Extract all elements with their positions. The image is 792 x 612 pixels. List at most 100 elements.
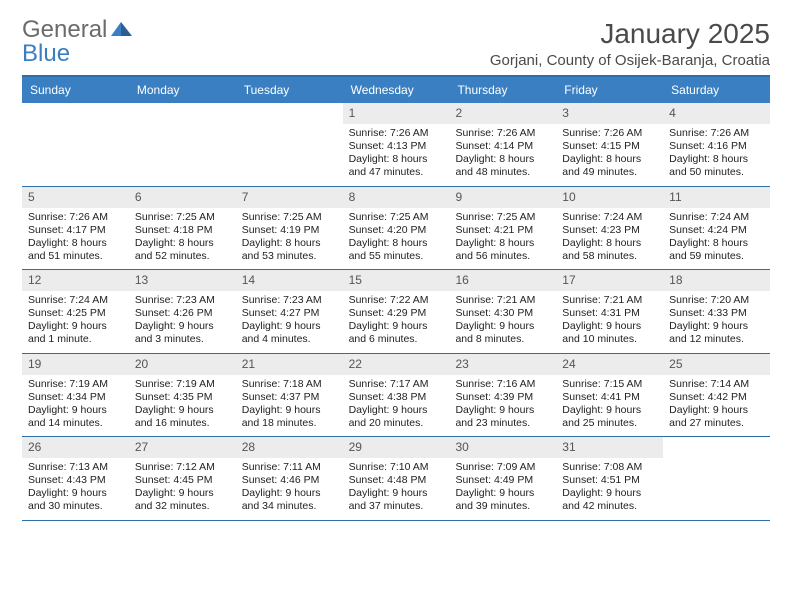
sunset-text: Sunset: 4:25 PM [28,307,123,320]
sunset-text: Sunset: 4:14 PM [455,140,550,153]
sunrise-text: Sunrise: 7:09 AM [455,461,550,474]
day-number: 9 [449,187,556,208]
day-number: 18 [663,270,770,291]
day-body: Sunrise: 7:26 AMSunset: 4:13 PMDaylight:… [343,124,450,186]
sunrise-text: Sunrise: 7:26 AM [455,127,550,140]
day-cell: 7Sunrise: 7:25 AMSunset: 4:19 PMDaylight… [236,187,343,270]
sunset-text: Sunset: 4:49 PM [455,474,550,487]
sunrise-text: Sunrise: 7:14 AM [669,378,764,391]
day-cell: 27Sunrise: 7:12 AMSunset: 4:45 PMDayligh… [129,437,236,520]
day-body: Sunrise: 7:08 AMSunset: 4:51 PMDaylight:… [556,458,663,520]
day-number: 20 [129,354,236,375]
day-body: Sunrise: 7:23 AMSunset: 4:26 PMDaylight:… [129,291,236,353]
week-row: 1Sunrise: 7:26 AMSunset: 4:13 PMDaylight… [22,103,770,187]
day-body: Sunrise: 7:25 AMSunset: 4:19 PMDaylight:… [236,208,343,270]
header: GeneralBlue January 2025 Gorjani, County… [22,18,770,69]
sunset-text: Sunset: 4:20 PM [349,224,444,237]
sunset-text: Sunset: 4:31 PM [562,307,657,320]
daylight-text: Daylight: 9 hours and 25 minutes. [562,404,657,430]
dow-tuesday: Tuesday [236,77,343,103]
day-body: Sunrise: 7:26 AMSunset: 4:14 PMDaylight:… [449,124,556,186]
month-title: January 2025 [490,18,770,50]
sunset-text: Sunset: 4:39 PM [455,391,550,404]
sunset-text: Sunset: 4:45 PM [135,474,230,487]
week-row: 12Sunrise: 7:24 AMSunset: 4:25 PMDayligh… [22,270,770,354]
daylight-text: Daylight: 9 hours and 1 minute. [28,320,123,346]
day-cell: 1Sunrise: 7:26 AMSunset: 4:13 PMDaylight… [343,103,450,186]
logo-word-1: General [22,18,107,42]
day-cell: 26Sunrise: 7:13 AMSunset: 4:43 PMDayligh… [22,437,129,520]
day-cell: 3Sunrise: 7:26 AMSunset: 4:15 PMDaylight… [556,103,663,186]
day-number: 4 [663,103,770,124]
sunrise-text: Sunrise: 7:24 AM [669,211,764,224]
day-number: 16 [449,270,556,291]
day-cell: 20 Sunrise: 7:19 AMSunset: 4:35 PMDayligh… [129,354,236,437]
daylight-text: Daylight: 9 hours and 30 minutes. [28,487,123,513]
daylight-text: Daylight: 9 hours and 27 minutes. [669,404,764,430]
sunrise-text: Sunrise: 7:19 AM [135,378,230,391]
daylight-text: Daylight: 9 hours and 10 minutes. [562,320,657,346]
logo: GeneralBlue [22,18,133,66]
daylight-text: Daylight: 8 hours and 55 minutes. [349,237,444,263]
day-cell: 8Sunrise: 7:25 AMSunset: 4:20 PMDaylight… [343,187,450,270]
sunrise-text: Sunrise: 7:16 AM [455,378,550,391]
sunrise-text: Sunrise: 7:21 AM [455,294,550,307]
sunset-text: Sunset: 4:24 PM [669,224,764,237]
sunset-text: Sunset: 4:27 PM [242,307,337,320]
day-number: 31 [556,437,663,458]
day-body: Sunrise: 7:25 AMSunset: 4:21 PMDaylight:… [449,208,556,270]
sunset-text: Sunset: 4:26 PM [135,307,230,320]
day-body: Sunrise: 7:25 AMSunset: 4:18 PMDaylight:… [129,208,236,270]
empty-cell [129,103,236,186]
day-body: Sunrise: 7:24 AMSunset: 4:24 PMDaylight:… [663,208,770,270]
day-body: Sunrise: 7:14 AMSunset: 4:42 PMDaylight:… [663,375,770,437]
daylight-text: Daylight: 9 hours and 6 minutes. [349,320,444,346]
day-number: 28 [236,437,343,458]
location: Gorjani, County of Osijek-Baranja, Croat… [490,52,770,69]
day-body: Sunrise: 7:11 AMSunset: 4:46 PMDaylight:… [236,458,343,520]
day-number: 17 [556,270,663,291]
sunrise-text: Sunrise: 7:26 AM [669,127,764,140]
day-number: 13 [129,270,236,291]
sunset-text: Sunset: 4:35 PM [135,391,230,404]
day-number: 2 [449,103,556,124]
daylight-text: Daylight: 8 hours and 48 minutes. [455,153,550,179]
sunset-text: Sunset: 4:18 PM [135,224,230,237]
day-body: Sunrise: 7:15 AMSunset: 4:41 PMDaylight:… [556,375,663,437]
day-number: 30 [449,437,556,458]
sunrise-text: Sunrise: 7:12 AM [135,461,230,474]
sunrise-text: Sunrise: 7:24 AM [28,294,123,307]
day-number: 7 [236,187,343,208]
day-body: Sunrise: 7:09 AMSunset: 4:49 PMDaylight:… [449,458,556,520]
day-body: Sunrise: 7:12 AMSunset: 4:45 PMDaylight:… [129,458,236,520]
day-cell: 24Sunrise: 7:15 AMSunset: 4:41 PMDayligh… [556,354,663,437]
dow-friday: Friday [556,77,663,103]
calendar: SundayMondayTuesdayWednesdayThursdayFrid… [22,75,770,521]
calendar-page: GeneralBlue January 2025 Gorjani, County… [0,0,792,612]
day-cell: 31Sunrise: 7:08 AMSunset: 4:51 PMDayligh… [556,437,663,520]
daylight-text: Daylight: 9 hours and 12 minutes. [669,320,764,346]
day-cell: 5Sunrise: 7:26 AMSunset: 4:17 PMDaylight… [22,187,129,270]
day-cell: 13Sunrise: 7:23 AMSunset: 4:26 PMDayligh… [129,270,236,353]
week-row: 5Sunrise: 7:26 AMSunset: 4:17 PMDaylight… [22,187,770,271]
day-body: Sunrise: 7:13 AMSunset: 4:43 PMDaylight:… [22,458,129,520]
sunrise-text: Sunrise: 7:24 AM [562,211,657,224]
dow-saturday: Saturday [663,77,770,103]
day-body: Sunrise: 7:26 AMSunset: 4:15 PMDaylight:… [556,124,663,186]
day-body: Sunrise: 7:21 AMSunset: 4:30 PMDaylight:… [449,291,556,353]
title-block: January 2025 Gorjani, County of Osijek-B… [490,18,770,69]
daylight-text: Daylight: 9 hours and 18 minutes. [242,404,337,430]
day-number: 15 [343,270,450,291]
day-cell: 17Sunrise: 7:21 AMSunset: 4:31 PMDayligh… [556,270,663,353]
day-body: Sunrise: 7:24 AMSunset: 4:23 PMDaylight:… [556,208,663,270]
day-cell: 29Sunrise: 7:10 AMSunset: 4:48 PMDayligh… [343,437,450,520]
sunset-text: Sunset: 4:42 PM [669,391,764,404]
sunrise-text: Sunrise: 7:10 AM [349,461,444,474]
day-body: Sunrise: 7:22 AMSunset: 4:29 PMDaylight:… [343,291,450,353]
day-body: Sunrise: 7:10 AMSunset: 4:48 PMDaylight:… [343,458,450,520]
day-cell: 22Sunrise: 7:17 AMSunset: 4:38 PMDayligh… [343,354,450,437]
daylight-text: Daylight: 9 hours and 16 minutes. [135,404,230,430]
sunset-text: Sunset: 4:29 PM [349,307,444,320]
day-body: Sunrise: 7:16 AMSunset: 4:39 PMDaylight:… [449,375,556,437]
day-cell: 10Sunrise: 7:24 AMSunset: 4:23 PMDayligh… [556,187,663,270]
